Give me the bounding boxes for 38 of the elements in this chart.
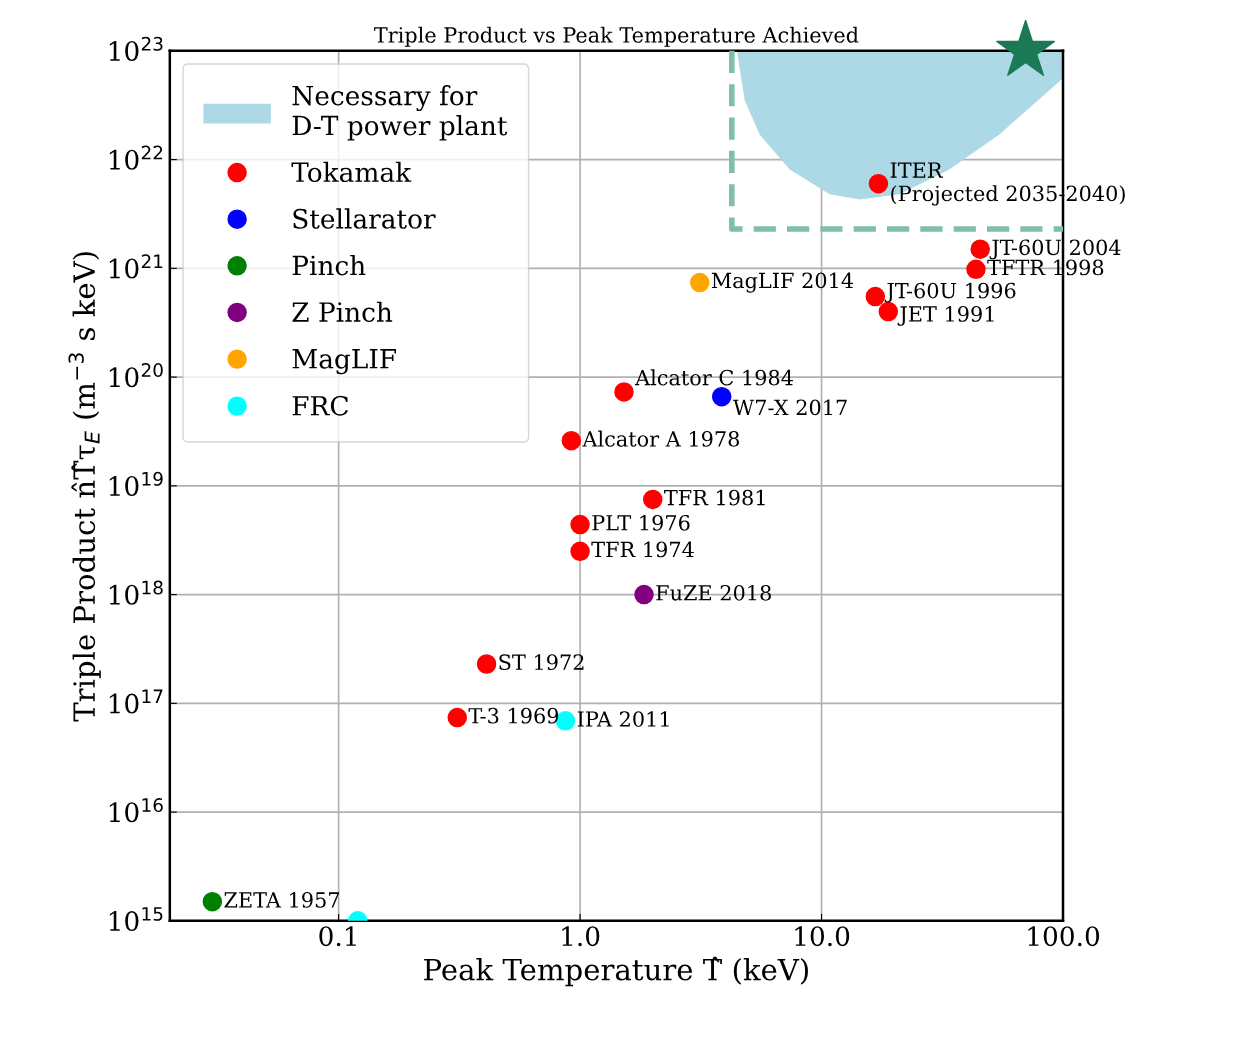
y-tick-label: 10$^{22}$ [109,145,163,170]
legend-label: FRC [292,395,349,416]
legend-label: Pinch [292,255,366,276]
x-tick-label: 10.0 [795,926,850,947]
legend-label: MagLIF [292,349,397,375]
annotation: JET 1991 [897,306,994,326]
annotation: FuZE 2018 [656,584,771,601]
annotation: TFR 1981 [664,489,765,506]
annotation: Alcator C 1984 [634,369,793,386]
y-tick-label: 10$^{23}$ [109,36,163,62]
x-tick-label: 1.0 [562,926,600,947]
annotation: IPA 2011 [577,711,669,727]
chart-title: Triple Product vs Peak Temperature Achieved [374,26,859,47]
legend-label: Stellarator [293,208,436,229]
y-tick-label: 10$^{19}$ [109,471,163,497]
x-tick-label: 100.0 [1028,926,1100,947]
y-tick-label: 10$^{16}$ [109,798,163,823]
legend-label: Necessary for D-T power plant [292,85,508,141]
y-tick-label: 10$^{20}$ [109,363,163,388]
annotation: ST 1972 [499,654,584,671]
annotation: JT-60U 1996 [884,282,1016,303]
y-tick-label: 10$^{17}$ [109,689,163,714]
legend-label: Z Pinch [292,301,393,323]
x-axis-title: Peak Temperature T̂ (keV) [424,956,808,987]
x-tick-label: 0.1 [319,926,356,947]
legend-label: Tokamak [291,161,412,183]
annotation: Alcator A 1978 [582,430,740,447]
annotation: ZETA 1957 [224,891,340,908]
annotation: TFR 1974 [591,541,694,558]
y-tick-label: 10$^{18}$ [109,580,163,605]
annotation: MagLIF 2014 [711,272,854,293]
annotation: PLT 1976 [592,514,690,531]
annotation: JT-60U 2004 [989,239,1121,260]
y-tick-label: 10$^{15}$ [109,907,163,932]
y-tick-label: 10$^{21}$ [109,254,163,279]
y-axis-title: Triple Product n̂T̂τ$_{E}$ (m$^{−3}$ s keV) [68,252,101,722]
annotation: W7-X 2017 [732,399,847,416]
annotation: T-3 1969 [468,707,559,724]
